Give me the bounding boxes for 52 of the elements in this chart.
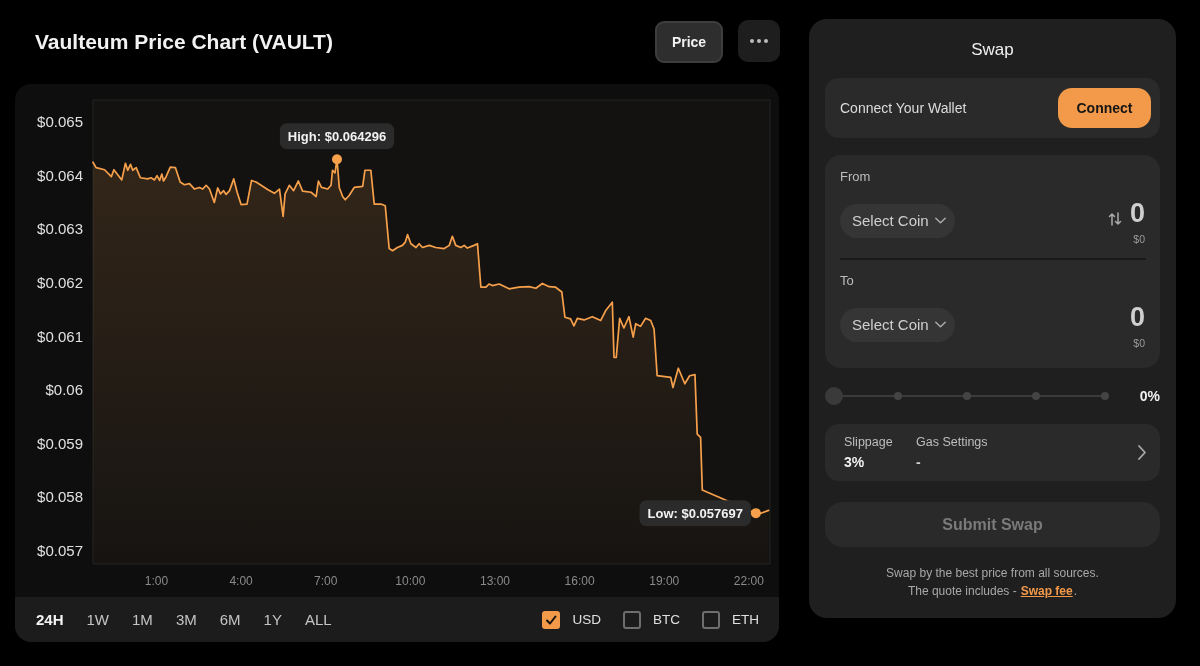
annotation: Low: $0.057697: [647, 505, 743, 521]
text: -: [916, 454, 921, 470]
text: Connect: [1058, 88, 1151, 128]
text: $0: [1133, 337, 1145, 349]
y-tick-label: $0.058: [37, 488, 83, 506]
text: Slippage: [844, 435, 893, 449]
x-tick-label: 22:00: [733, 574, 765, 588]
y-tick-label: $0.06: [45, 381, 83, 399]
text: Swap: [970, 40, 1015, 60]
chart-title: Vaulteum Price Chart (VAULT): [35, 30, 333, 54]
text: Submit Swap: [825, 502, 1160, 547]
text: Select Coin: [852, 212, 929, 229]
y-tick-label: $0.065: [37, 112, 83, 130]
y-tick-label: $0.062: [37, 273, 83, 291]
text: 1M: [132, 610, 153, 629]
text: 24H: [36, 610, 64, 629]
x-tick-label: 13:00: [479, 574, 511, 588]
text: 0: [1129, 302, 1145, 333]
text: The quote includes -: [907, 583, 1017, 600]
x-tick-label: 7:00: [314, 574, 338, 588]
text: 6M: [219, 610, 241, 629]
x-tick-label: 4:00: [229, 574, 254, 588]
annotation: High: $0.064296: [287, 129, 387, 145]
text: Swap by the best price from all sources.: [885, 565, 1100, 582]
y-tick-label: $0.059: [37, 434, 83, 452]
text: 1Y: [263, 610, 282, 629]
x-tick-label: 19:00: [649, 574, 680, 588]
text: 3%: [844, 454, 865, 470]
x-tick-label: 1:00: [144, 574, 169, 588]
text: .: [1073, 583, 1078, 600]
text: Select Coin: [852, 316, 929, 333]
text: Swap fee: [1020, 583, 1073, 600]
text: To: [840, 273, 854, 288]
y-tick-label: $0.063: [37, 220, 83, 238]
text: Price: [655, 21, 723, 63]
text: $0: [1133, 233, 1145, 245]
x-tick-label: 16:00: [564, 574, 595, 588]
text: Connect Your Wallet: [840, 100, 967, 116]
text: ALL: [304, 610, 332, 629]
x-tick-label: 10:00: [395, 574, 426, 588]
text: From: [840, 169, 871, 184]
text: 0%: [1139, 388, 1160, 404]
text: 0: [1129, 198, 1145, 229]
text: BTC: [653, 612, 680, 627]
text: 1W: [86, 610, 110, 629]
text: USD: [572, 612, 601, 627]
text: ETH: [732, 612, 759, 627]
y-tick-label: $0.064: [37, 166, 83, 184]
text: Gas Settings: [916, 435, 988, 449]
y-tick-label: $0.057: [37, 542, 83, 560]
text: 3M: [175, 610, 197, 629]
y-tick-label: $0.061: [37, 327, 83, 345]
